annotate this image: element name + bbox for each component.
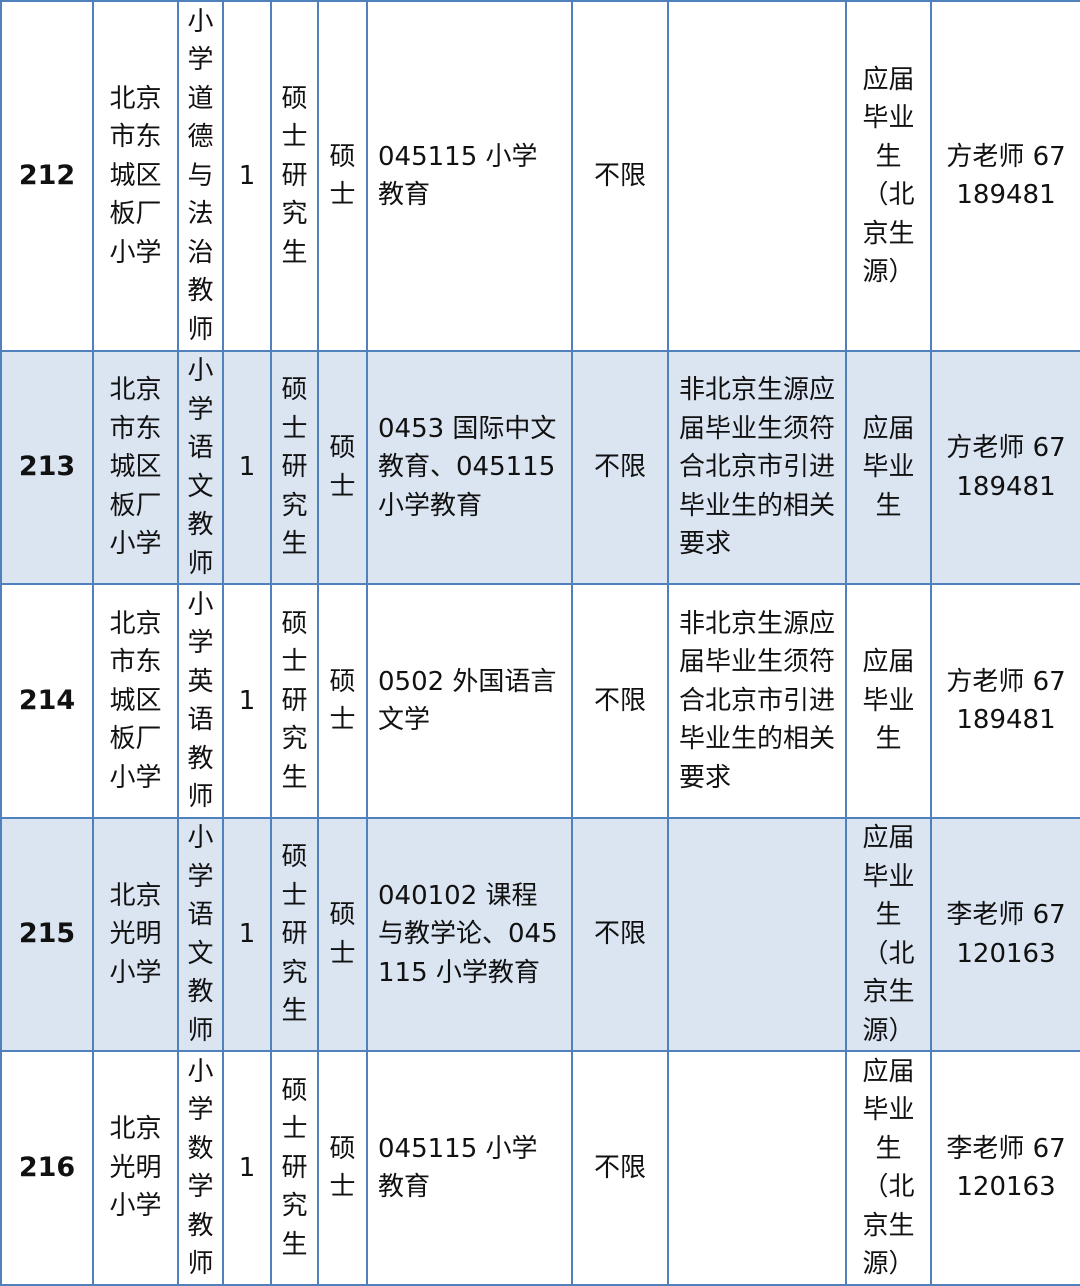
contact-cell: 李老师 67120163 [930, 817, 1080, 1052]
contact-cell: 方老师 67189481 [930, 0, 1080, 352]
contact-cell: 李老师 67120163 [930, 1050, 1080, 1286]
other-requirements-cell: 非北京生源应届毕业生须符合北京市引进毕业生的相关要求 [667, 583, 847, 819]
major-cell: 0453 国际中文教育、045115 小学教育 [366, 350, 573, 585]
count-cell: 1 [222, 817, 272, 1052]
education-cell: 硕士研究生 [270, 0, 319, 352]
count-cell: 1 [222, 1050, 272, 1286]
row-number: 214 [0, 583, 94, 819]
row-number: 215 [0, 817, 94, 1052]
degree-cell: 硕士 [317, 350, 368, 585]
other-requirements-cell [667, 817, 847, 1052]
position-cell: 小学道德与法治教师 [177, 0, 224, 352]
major-cell: 045115 小学教育 [366, 1050, 573, 1286]
source-cell: 应届毕业生（北京生源） [845, 0, 932, 352]
employer-cell: 北京市东城区板厂小学 [92, 583, 179, 819]
political-status-cell: 不限 [571, 0, 669, 352]
count-cell: 1 [222, 583, 272, 819]
education-cell: 硕士研究生 [270, 1050, 319, 1286]
education-cell: 硕士研究生 [270, 817, 319, 1052]
degree-cell: 硕士 [317, 583, 368, 819]
employer-cell: 北京光明小学 [92, 1050, 179, 1286]
row-number: 213 [0, 350, 94, 585]
degree-cell: 硕士 [317, 817, 368, 1052]
employer-cell: 北京市东城区板厂小学 [92, 350, 179, 585]
political-status-cell: 不限 [571, 350, 669, 585]
major-cell: 040102 课程与教学论、045115 小学教育 [366, 817, 573, 1052]
other-requirements-cell [667, 1050, 847, 1286]
row-number: 216 [0, 1050, 94, 1286]
major-cell: 0502 外国语言文学 [366, 583, 573, 819]
political-status-cell: 不限 [571, 1050, 669, 1286]
table-row: 214 北京市东城区板厂小学 小学英语教师 1 硕士研究生 硕士 0502 外国… [0, 583, 1080, 819]
position-cell: 小学语文教师 [177, 817, 224, 1052]
other-requirements-cell [667, 0, 847, 352]
position-cell: 小学英语教师 [177, 583, 224, 819]
table-row: 212 北京市东城区板厂小学 小学道德与法治教师 1 硕士研究生 硕士 0451… [0, 0, 1080, 352]
table-row: 213 北京市东城区板厂小学 小学语文教师 1 硕士研究生 硕士 0453 国际… [0, 350, 1080, 585]
political-status-cell: 不限 [571, 817, 669, 1052]
other-requirements-cell: 非北京生源应届毕业生须符合北京市引进毕业生的相关要求 [667, 350, 847, 585]
contact-cell: 方老师 67189481 [930, 583, 1080, 819]
degree-cell: 硕士 [317, 0, 368, 352]
table-row: 216 北京光明小学 小学数学教师 1 硕士研究生 硕士 045115 小学教育… [0, 1050, 1080, 1286]
education-cell: 硕士研究生 [270, 350, 319, 585]
count-cell: 1 [222, 350, 272, 585]
position-cell: 小学数学教师 [177, 1050, 224, 1286]
source-cell: 应届毕业生 [845, 583, 932, 819]
education-cell: 硕士研究生 [270, 583, 319, 819]
contact-cell: 方老师 67189481 [930, 350, 1080, 585]
table-row: 215 北京光明小学 小学语文教师 1 硕士研究生 硕士 040102 课程与教… [0, 817, 1080, 1052]
row-number: 212 [0, 0, 94, 352]
political-status-cell: 不限 [571, 583, 669, 819]
position-cell: 小学语文教师 [177, 350, 224, 585]
count-cell: 1 [222, 0, 272, 352]
source-cell: 应届毕业生（北京生源） [845, 817, 932, 1052]
employer-cell: 北京市东城区板厂小学 [92, 0, 179, 352]
employer-cell: 北京光明小学 [92, 817, 179, 1052]
major-cell: 045115 小学教育 [366, 0, 573, 352]
degree-cell: 硕士 [317, 1050, 368, 1286]
source-cell: 应届毕业生 [845, 350, 932, 585]
source-cell: 应届毕业生（北京生源） [845, 1050, 932, 1286]
